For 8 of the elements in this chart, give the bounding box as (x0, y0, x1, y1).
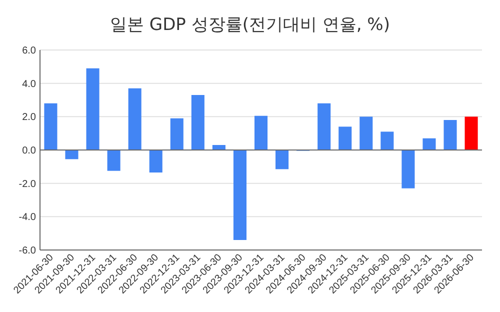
y-tick-label: -6.0 (18, 246, 36, 256)
y-tick-label: 6.0 (22, 46, 36, 56)
y-tick-label: 0.0 (22, 146, 36, 156)
y-tick-label: -4.0 (18, 212, 36, 224)
y-tick-label: -2.0 (18, 178, 36, 190)
chart-title: 일본 GDP 성장률(전기대비 연율, %) (110, 15, 390, 35)
y-tick-label: 2.0 (22, 112, 36, 124)
y-tick-label: 4.0 (22, 78, 36, 90)
